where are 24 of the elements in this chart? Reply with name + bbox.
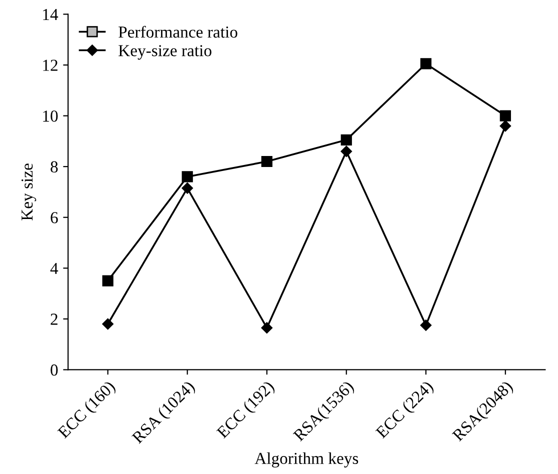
y-tick-label: 10	[43, 110, 58, 122]
y-tick-label: 14	[43, 9, 58, 20]
y-axis-title: Key size	[22, 164, 36, 220]
point	[340, 134, 352, 146]
point	[261, 156, 272, 168]
x-axis-title: Algorithm keys	[254, 452, 358, 468]
point	[420, 58, 432, 70]
y-tick-label: 8	[50, 161, 58, 173]
point	[182, 171, 193, 182]
y-tick-label: 6	[50, 212, 58, 224]
y-tick-label: 0	[50, 364, 58, 376]
point	[182, 182, 193, 194]
point	[420, 320, 432, 331]
point	[102, 318, 114, 330]
y-tick-label: 4	[50, 262, 58, 274]
legend-label: Key-size ratio	[118, 45, 212, 60]
point	[500, 110, 511, 122]
point	[102, 275, 114, 286]
y-tick-label: 2	[50, 314, 58, 325]
point	[500, 120, 512, 132]
y-tick-label: 12	[43, 60, 58, 71]
point	[261, 322, 272, 334]
legend-label: Performance ratio	[118, 26, 238, 38]
point	[340, 146, 352, 157]
